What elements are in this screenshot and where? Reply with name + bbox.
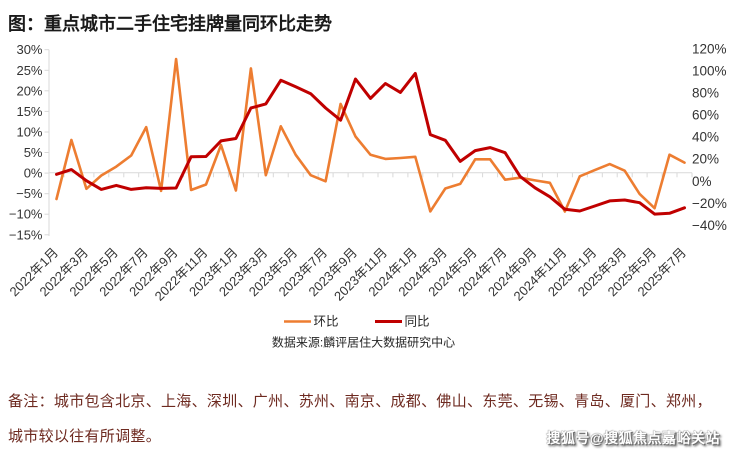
svg-text:环比: 环比 (314, 315, 339, 329)
svg-text:80%: 80% (692, 86, 719, 101)
svg-text:40%: 40% (692, 130, 719, 145)
svg-text:20%: 20% (16, 83, 42, 98)
svg-text:0%: 0% (692, 174, 712, 189)
svg-text:25%: 25% (16, 63, 42, 78)
svg-text:−5%: −5% (16, 186, 43, 201)
svg-text:120%: 120% (692, 41, 727, 56)
svg-text:20%: 20% (692, 152, 719, 167)
svg-text:0%: 0% (24, 166, 43, 181)
svg-text:同比: 同比 (405, 315, 430, 329)
svg-text:5%: 5% (24, 145, 43, 160)
svg-text:−20%: −20% (692, 196, 727, 211)
svg-text:−15%: −15% (9, 227, 43, 242)
svg-text:15%: 15% (16, 104, 42, 119)
svg-text:数据来源:麟评居住大数据研究中心: 数据来源:麟评居住大数据研究中心 (272, 334, 455, 349)
svg-text:60%: 60% (692, 108, 719, 123)
svg-text:30%: 30% (16, 42, 42, 57)
svg-text:−40%: −40% (692, 218, 727, 233)
svg-text:100%: 100% (692, 63, 727, 78)
svg-text:−10%: −10% (9, 207, 43, 222)
svg-text:10%: 10% (16, 125, 42, 140)
